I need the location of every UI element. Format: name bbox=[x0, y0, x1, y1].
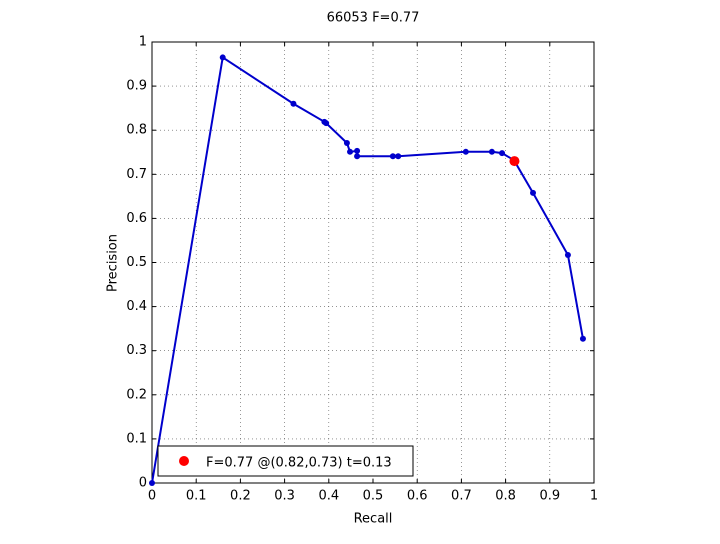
y-tick-label: 0.4 bbox=[126, 299, 147, 314]
plot-frame bbox=[151, 41, 595, 484]
data-point bbox=[290, 100, 297, 107]
legend-box bbox=[157, 445, 414, 477]
x-tick-label: 0.9 bbox=[539, 489, 560, 504]
x-tick-label: 0.4 bbox=[318, 489, 339, 504]
y-tick-label: 0.3 bbox=[126, 343, 147, 358]
x-tick-label: 0.6 bbox=[407, 489, 428, 504]
data-point bbox=[354, 153, 361, 160]
data-point bbox=[389, 153, 396, 160]
y-tick-label: 0.1 bbox=[126, 431, 147, 446]
data-point bbox=[488, 148, 495, 155]
data-point bbox=[395, 153, 402, 160]
data-point bbox=[347, 148, 354, 155]
data-point bbox=[343, 139, 350, 146]
data-point bbox=[323, 120, 330, 127]
y-tick-label: 0 bbox=[139, 476, 147, 491]
legend-marker bbox=[179, 456, 189, 466]
data-point bbox=[149, 480, 155, 486]
data-point bbox=[219, 54, 226, 61]
legend-label: F=0.77 @(0.82,0.73) t=0.13 bbox=[206, 456, 392, 471]
x-tick-label: 0.2 bbox=[230, 489, 251, 504]
x-tick-label: 0.7 bbox=[451, 489, 472, 504]
data-point bbox=[354, 147, 361, 154]
data-point bbox=[530, 189, 537, 196]
x-tick-label: 0.8 bbox=[495, 489, 516, 504]
data-point bbox=[509, 156, 520, 167]
data-point bbox=[499, 150, 506, 157]
y-tick-label: 0.8 bbox=[126, 123, 147, 138]
x-tick-label: 0.3 bbox=[274, 489, 295, 504]
x-tick-label: 0 bbox=[148, 489, 156, 504]
x-tick-label: 0.1 bbox=[186, 489, 207, 504]
y-tick-label: 0.6 bbox=[126, 211, 147, 226]
x-tick-label: 1 bbox=[590, 489, 598, 504]
x-axis-label: Recall bbox=[354, 512, 393, 527]
y-tick-label: 0.7 bbox=[126, 167, 147, 182]
x-tick-label: 0.5 bbox=[363, 489, 384, 504]
y-tick-label: 0.2 bbox=[126, 387, 147, 402]
data-point bbox=[462, 148, 469, 155]
y-tick-label: 1 bbox=[139, 35, 147, 50]
y-tick-label: 0.5 bbox=[126, 255, 147, 270]
legend: F=0.77 @(0.82,0.73) t=0.13 bbox=[157, 445, 414, 477]
y-tick-label: 0.9 bbox=[126, 79, 147, 94]
data-line bbox=[151, 55, 584, 484]
y-axis-label: Precision bbox=[106, 234, 121, 292]
data-point bbox=[564, 252, 571, 259]
data-point bbox=[579, 335, 586, 342]
chart-title: 66053 F=0.77 bbox=[327, 11, 420, 26]
